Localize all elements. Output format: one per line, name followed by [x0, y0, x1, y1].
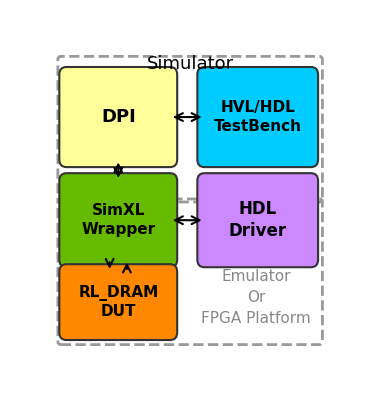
Text: DPI: DPI: [101, 108, 136, 126]
Text: Emulator
Or
FPGA Platform: Emulator Or FPGA Platform: [201, 269, 311, 326]
Text: Simulator: Simulator: [147, 55, 234, 73]
FancyBboxPatch shape: [59, 264, 177, 340]
Text: SimXL
Wrapper: SimXL Wrapper: [81, 203, 155, 237]
FancyBboxPatch shape: [197, 173, 318, 267]
FancyBboxPatch shape: [59, 67, 177, 167]
FancyBboxPatch shape: [197, 67, 318, 167]
Text: RL_DRAM
DUT: RL_DRAM DUT: [78, 285, 158, 320]
Text: HVL/HDL
TestBench: HVL/HDL TestBench: [214, 100, 302, 134]
Text: HDL
Driver: HDL Driver: [229, 200, 287, 240]
FancyBboxPatch shape: [59, 173, 177, 267]
